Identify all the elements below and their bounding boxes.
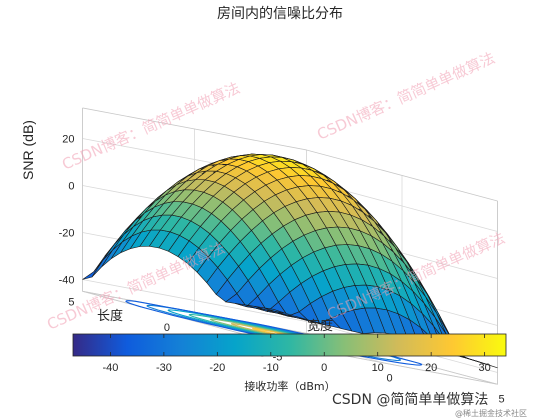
axes-box-edge bbox=[82, 107, 307, 151]
x-axis-label: 宽度 bbox=[307, 318, 333, 334]
watermark-2: CSDN博客：简简单单做算法 bbox=[314, 49, 497, 144]
colorbar-tick-label: 0 bbox=[321, 362, 327, 374]
watermark-1: CSDN博客：简简单单做算法 bbox=[59, 79, 242, 174]
x-tick-label: -5 bbox=[273, 351, 283, 363]
contour-line bbox=[146, 304, 402, 362]
colorbar-tick-label: 30 bbox=[478, 362, 490, 374]
surface-patch bbox=[101, 241, 123, 268]
z-tick-label: -20 bbox=[59, 228, 75, 240]
colorbar bbox=[72, 333, 507, 357]
colorbar-tick-label: -10 bbox=[263, 362, 279, 374]
credit-text: CSDN @简简单单做算法 bbox=[332, 391, 488, 408]
colorbar-label: 接收功率（dBm） bbox=[244, 379, 335, 393]
colorbar-tick-label: -20 bbox=[209, 362, 225, 374]
x-tick-label: 0 bbox=[386, 372, 392, 384]
colorbar-ticks: -40 -30 -20 -10 0 10 20 30 bbox=[102, 334, 491, 374]
colorbar-tick-label: 10 bbox=[372, 362, 384, 374]
axes-box-edge bbox=[306, 149, 498, 202]
z-tick-label: 0 bbox=[68, 181, 74, 193]
credit-small: @稀土掘金技术社区 bbox=[455, 408, 527, 418]
colorbar-tick-label: 20 bbox=[425, 362, 437, 374]
contour-line bbox=[125, 300, 423, 366]
y-tick-label: 5 bbox=[68, 296, 74, 308]
surface-patch bbox=[91, 249, 114, 278]
colorbar-tick-label: -40 bbox=[102, 362, 118, 374]
z-tick-label: 20 bbox=[62, 134, 74, 146]
chart-title: 房间内的信噪比分布 bbox=[217, 6, 343, 22]
snr-surface bbox=[82, 153, 498, 369]
x-tick-label: 5 bbox=[498, 393, 504, 405]
z-axis-label: SNR (dB) bbox=[20, 120, 36, 180]
colorbar-tick-label: -30 bbox=[156, 362, 172, 374]
z-tick-label: -40 bbox=[59, 275, 75, 287]
y-axis-label: 长度 bbox=[97, 308, 123, 324]
surface-patch bbox=[476, 360, 498, 369]
y-tick-label: 0 bbox=[164, 322, 170, 334]
